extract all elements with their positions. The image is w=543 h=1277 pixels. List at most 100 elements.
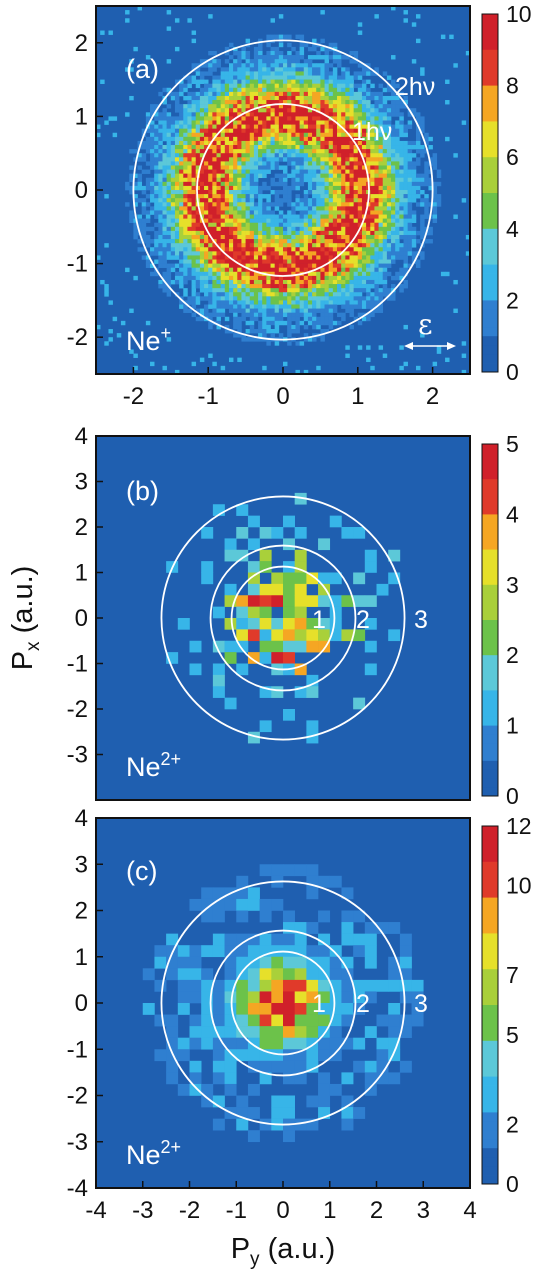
heatmap-cell <box>366 132 371 138</box>
heatmap-cell <box>174 369 180 375</box>
heatmap-cell <box>266 198 271 203</box>
heatmap-cell <box>177 945 190 958</box>
heatmap-cell <box>158 206 163 211</box>
heatmap-cell <box>332 214 338 219</box>
heatmap-cell <box>249 59 255 64</box>
heatmap-cell <box>199 63 205 68</box>
heatmap-cell <box>125 18 130 23</box>
heatmap-cell <box>428 202 433 207</box>
heatmap-cell <box>461 369 467 375</box>
heatmap-cell <box>253 153 259 158</box>
heatmap-cell <box>249 104 255 109</box>
heatmap-cell <box>345 292 350 297</box>
heatmap-cell <box>274 329 280 334</box>
heatmap-cell <box>353 288 359 293</box>
heatmap-cell <box>366 312 371 318</box>
heatmap-cell <box>411 226 417 232</box>
heatmap-cell <box>204 87 209 93</box>
heatmap-cell <box>245 63 251 68</box>
heatmap-cell <box>324 46 330 52</box>
heatmap-cell <box>278 275 284 281</box>
heatmap-cell <box>233 95 238 101</box>
heatmap-cell <box>395 140 400 146</box>
heatmap-cell <box>294 549 307 562</box>
heatmap-cell <box>237 100 242 105</box>
heatmap-cell <box>247 898 260 911</box>
heatmap-cell <box>266 304 271 309</box>
heatmap-cell <box>320 157 325 162</box>
heatmap-cell <box>245 337 251 342</box>
heatmap-cell <box>324 259 330 264</box>
heatmap-cell <box>329 606 342 619</box>
heatmap-cell <box>212 79 217 84</box>
heatmap-cell <box>228 71 234 76</box>
heatmap-cell <box>158 169 163 174</box>
heatmap-cell <box>228 210 234 215</box>
heatmap-cell <box>341 991 354 1004</box>
heatmap-cell <box>337 136 342 142</box>
heatmap-cell <box>324 100 330 105</box>
heatmap-cell <box>303 42 309 48</box>
heatmap-cell <box>374 275 379 281</box>
heatmap-cell <box>166 271 172 277</box>
heatmap-cell <box>212 95 217 101</box>
heatmap-cell <box>266 59 271 64</box>
heatmap-cell <box>259 595 272 607</box>
heatmap-cell <box>341 198 346 203</box>
heatmap-cell <box>237 329 242 334</box>
heatmap-cell <box>187 190 192 195</box>
heatmap-cell <box>199 296 205 301</box>
heatmap-cell <box>345 71 350 76</box>
heatmap-cell <box>133 230 138 236</box>
heatmap-cell <box>228 275 234 281</box>
heatmap-cell <box>328 218 334 224</box>
heatmap-cell <box>208 288 213 293</box>
heatmap-cell <box>391 292 396 297</box>
heatmap-cell <box>145 218 151 224</box>
heatmap-cell <box>366 271 371 277</box>
heatmap-cell <box>353 104 359 109</box>
heatmap-cell <box>191 198 197 203</box>
heatmap-cell <box>345 218 350 224</box>
heatmap-cell <box>420 116 425 121</box>
heatmap-cell <box>195 259 201 264</box>
heatmap-cell <box>370 251 375 256</box>
heatmap-cell <box>332 222 338 228</box>
heatmap-cell <box>407 153 413 158</box>
heatmap-cell <box>174 194 180 199</box>
heatmap-cell <box>212 1026 225 1038</box>
heatmap-cell <box>349 190 354 195</box>
heatmap-cell <box>403 239 408 244</box>
heatmap-cell <box>237 288 242 293</box>
heatmap-cell <box>247 629 260 642</box>
heatmap-cell <box>328 185 334 191</box>
heatmap-cell <box>233 157 238 162</box>
heatmap-cell <box>187 275 192 281</box>
heatmap-cell <box>312 222 317 228</box>
heatmap-cell <box>378 239 384 244</box>
heatmap-cell <box>145 202 151 207</box>
heatmap-cell <box>318 1083 331 1096</box>
heatmap-cell <box>415 185 421 191</box>
heatmap-cell <box>258 100 263 105</box>
heatmap-cell <box>411 243 417 248</box>
heatmap-cell <box>295 100 300 105</box>
heatmap-cell <box>329 1037 342 1050</box>
heatmap-cell <box>233 210 238 215</box>
heatmap-cell <box>283 1049 295 1062</box>
heatmap-cell <box>353 222 359 228</box>
heatmap-cell <box>187 243 192 248</box>
heatmap-cell <box>306 1095 319 1108</box>
heatmap-cell <box>191 140 197 146</box>
heatmap-cell <box>253 218 259 224</box>
heatmap-cell <box>303 112 309 117</box>
heatmap-cell <box>324 104 330 109</box>
heatmap-cell <box>403 132 408 138</box>
heatmap-cell <box>420 124 425 129</box>
heatmap-cell <box>241 50 246 56</box>
heatmap-cell <box>236 504 249 516</box>
heatmap-cell <box>378 271 384 277</box>
heatmap-cell <box>129 177 134 183</box>
heatmap-cell <box>249 136 255 142</box>
heatmap-cell <box>316 267 321 273</box>
